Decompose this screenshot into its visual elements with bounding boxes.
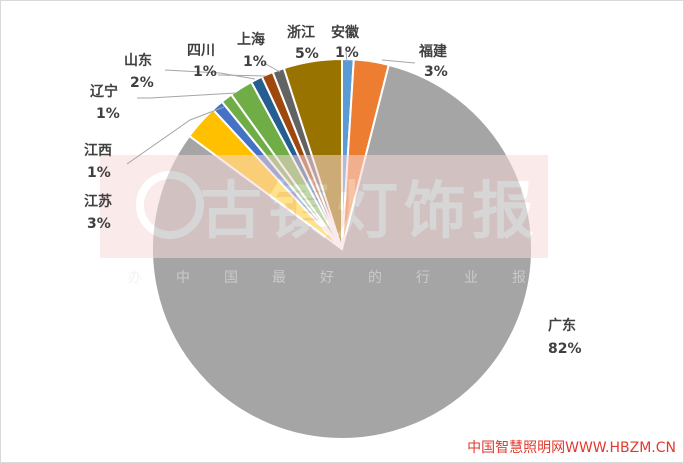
label-jiangxi-value: 1% — [87, 165, 111, 181]
label-guangdong-value: 82% — [548, 341, 582, 357]
leader-line-shanghai — [263, 62, 281, 73]
label-anhui-value: 1% — [335, 45, 359, 61]
label-fujian-value: 3% — [424, 64, 448, 80]
leader-line-liaoning — [137, 92, 237, 99]
label-sichuan-name: 四川 — [187, 43, 215, 59]
label-sichuan-value: 1% — [193, 64, 217, 80]
watermark-slogan: 办中国最好的行业报 — [128, 270, 560, 286]
label-shandong-value: 2% — [130, 75, 154, 91]
credit-text: 中国智慧照明网WWW.HBZM.CN — [467, 440, 676, 456]
watermark-title: 古镇灯饰报 — [200, 174, 540, 247]
label-fujian-name: 福建 — [418, 43, 447, 60]
label-zhejiang-name: 浙江 — [287, 24, 315, 41]
leader-line-shandong — [164, 69, 256, 80]
label-liaoning-name: 辽宁 — [90, 83, 118, 100]
leader-lines — [126, 51, 416, 165]
leader-line-jiangxi — [126, 106, 225, 165]
label-liaoning-value: 1% — [96, 106, 120, 122]
label-shandong-name: 山东 — [124, 52, 152, 69]
leader-line-fujian — [381, 59, 416, 64]
data-labels: 安徽 1% 福建 3% 广东 82% 江苏 3% 江西 1% 辽宁 1% 山东 … — [84, 24, 582, 357]
label-jiangsu-value: 3% — [87, 216, 111, 232]
label-jiangxi-name: 江西 — [84, 142, 112, 159]
label-shanghai-value: 1% — [243, 54, 267, 70]
label-zhejiang-value: 5% — [295, 46, 319, 62]
label-jiangsu-name: 江苏 — [84, 193, 112, 210]
leader-line-sichuan — [217, 74, 267, 77]
watermark: 古镇灯饰报 办中国最好的行业报 — [100, 155, 560, 286]
label-anhui-name: 安徽 — [331, 24, 360, 41]
leader-line-anhui — [345, 51, 348, 63]
label-guangdong-name: 广东 — [548, 317, 576, 334]
label-shanghai-name: 上海 — [237, 31, 265, 48]
watermark-logo-icon — [136, 171, 204, 239]
